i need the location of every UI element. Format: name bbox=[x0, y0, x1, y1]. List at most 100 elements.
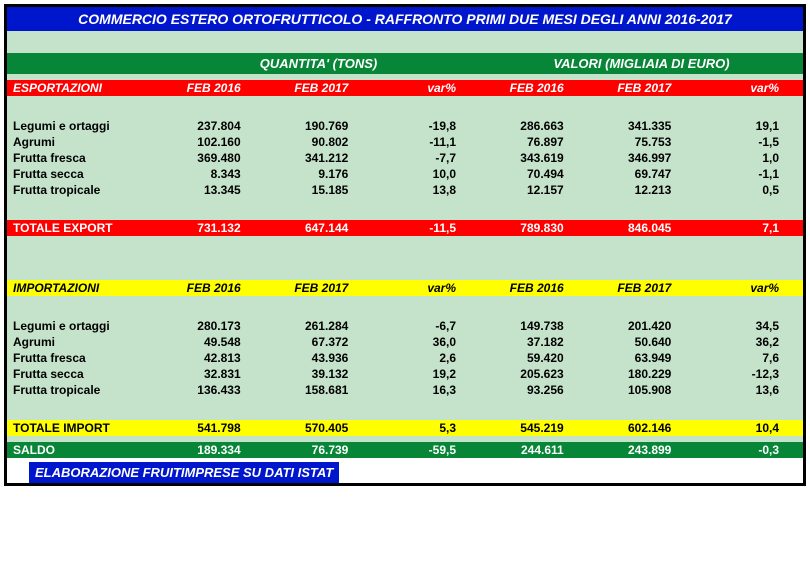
cell: 341.335 bbox=[588, 119, 696, 133]
footer-area: ELABORAZIONE FRUITIMPRESE SU DATI ISTAT bbox=[7, 458, 803, 483]
cell: 190.769 bbox=[265, 119, 373, 133]
export-header-row: ESPORTAZIONI FEB 2016 FEB 2017 var% FEB … bbox=[7, 80, 803, 96]
col-feb2017: FEB 2017 bbox=[588, 281, 696, 295]
cell: 16,3 bbox=[372, 383, 480, 397]
cell: 49.548 bbox=[157, 335, 265, 349]
cell: 346.997 bbox=[588, 151, 696, 165]
cell: 75.753 bbox=[588, 135, 696, 149]
row-label: Frutta tropicale bbox=[7, 183, 157, 197]
cell: 243.899 bbox=[588, 443, 696, 457]
cell: 570.405 bbox=[265, 421, 373, 435]
cell: 158.681 bbox=[265, 383, 373, 397]
export-total-label: TOTALE EXPORT bbox=[7, 221, 157, 235]
cell: -6,7 bbox=[372, 319, 480, 333]
cell: 343.619 bbox=[480, 151, 588, 165]
cell: 7,6 bbox=[695, 351, 803, 365]
col-feb2017: FEB 2017 bbox=[265, 281, 373, 295]
table-row: Agrumi102.16090.802-11,176.89775.753-1,5 bbox=[7, 134, 803, 150]
cell: 0,5 bbox=[695, 183, 803, 197]
cell: 69.747 bbox=[588, 167, 696, 181]
cell: -12,3 bbox=[695, 367, 803, 381]
cell: 34,5 bbox=[695, 319, 803, 333]
row-label: Agrumi bbox=[7, 135, 157, 149]
cell: -19,8 bbox=[372, 119, 480, 133]
cell: 42.813 bbox=[157, 351, 265, 365]
export-total-row: TOTALE EXPORT 731.132 647.144 -11,5 789.… bbox=[7, 220, 803, 236]
cell: 102.160 bbox=[157, 135, 265, 149]
col-var: var% bbox=[695, 81, 803, 95]
cell: 261.284 bbox=[265, 319, 373, 333]
export-body: Legumi e ortaggi237.804190.769-19,8286.6… bbox=[7, 118, 803, 198]
col-feb2017: FEB 2017 bbox=[265, 81, 373, 95]
table-row: Agrumi49.54867.37236,037.18250.64036,2 bbox=[7, 334, 803, 350]
group-header-qty: QUANTITA' (TONS) bbox=[157, 53, 480, 74]
cell: 19,1 bbox=[695, 119, 803, 133]
cell: 76.897 bbox=[480, 135, 588, 149]
spacer bbox=[7, 96, 803, 118]
import-total-label: TOTALE IMPORT bbox=[7, 421, 157, 435]
cell: 1,0 bbox=[695, 151, 803, 165]
cell: 647.144 bbox=[265, 221, 373, 235]
cell: 286.663 bbox=[480, 119, 588, 133]
report-title: COMMERCIO ESTERO ORTOFRUTTICOLO - RAFFRO… bbox=[7, 7, 803, 31]
col-var: var% bbox=[372, 281, 480, 295]
cell: 12.157 bbox=[480, 183, 588, 197]
col-feb2016: FEB 2016 bbox=[480, 81, 588, 95]
cell: 36,2 bbox=[695, 335, 803, 349]
cell: 36,0 bbox=[372, 335, 480, 349]
cell: 50.640 bbox=[588, 335, 696, 349]
cell: 43.936 bbox=[265, 351, 373, 365]
cell: 2,6 bbox=[372, 351, 480, 365]
table-row: Frutta fresca42.81343.9362,659.42063.949… bbox=[7, 350, 803, 366]
cell: 541.798 bbox=[157, 421, 265, 435]
table-row: Frutta tropicale13.34515.18513,812.15712… bbox=[7, 182, 803, 198]
cell: 731.132 bbox=[157, 221, 265, 235]
cell: 205.623 bbox=[480, 367, 588, 381]
cell: 13,6 bbox=[695, 383, 803, 397]
group-header-row: QUANTITA' (TONS) VALORI (MIGLIAIA DI EUR… bbox=[7, 53, 803, 74]
cell: 7,1 bbox=[695, 221, 803, 235]
cell: 93.256 bbox=[480, 383, 588, 397]
row-label: Legumi e ortaggi bbox=[7, 319, 157, 333]
cell: 37.182 bbox=[480, 335, 588, 349]
cell: 32.831 bbox=[157, 367, 265, 381]
row-label: Frutta secca bbox=[7, 167, 157, 181]
saldo-row: SALDO 189.334 76.739 -59,5 244.611 243.8… bbox=[7, 442, 803, 458]
row-label: Legumi e ortaggi bbox=[7, 119, 157, 133]
row-label: Frutta secca bbox=[7, 367, 157, 381]
col-feb2016: FEB 2016 bbox=[157, 81, 265, 95]
import-total-row: TOTALE IMPORT 541.798 570.405 5,3 545.21… bbox=[7, 420, 803, 436]
cell: -11,5 bbox=[372, 221, 480, 235]
cell: -59,5 bbox=[372, 443, 480, 457]
spacer bbox=[7, 258, 803, 280]
export-label: ESPORTAZIONI bbox=[7, 81, 157, 95]
cell: -11,1 bbox=[372, 135, 480, 149]
table-row: Frutta tropicale136.433158.68116,393.256… bbox=[7, 382, 803, 398]
cell: 149.738 bbox=[480, 319, 588, 333]
row-label: Frutta tropicale bbox=[7, 383, 157, 397]
table-row: Frutta secca32.83139.13219,2205.623180.2… bbox=[7, 366, 803, 382]
cell: 341.212 bbox=[265, 151, 373, 165]
spacer bbox=[7, 198, 803, 220]
cell: 67.372 bbox=[265, 335, 373, 349]
table-row: Frutta fresca369.480341.212-7,7343.61934… bbox=[7, 150, 803, 166]
cell: 15.185 bbox=[265, 183, 373, 197]
cell: 76.739 bbox=[265, 443, 373, 457]
col-feb2016: FEB 2016 bbox=[157, 281, 265, 295]
cell: 19,2 bbox=[372, 367, 480, 381]
cell: 59.420 bbox=[480, 351, 588, 365]
cell: 10,4 bbox=[695, 421, 803, 435]
cell: 5,3 bbox=[372, 421, 480, 435]
cell: -0,3 bbox=[695, 443, 803, 457]
cell: 201.420 bbox=[588, 319, 696, 333]
cell: 13,8 bbox=[372, 183, 480, 197]
cell: 545.219 bbox=[480, 421, 588, 435]
col-feb2017: FEB 2017 bbox=[588, 81, 696, 95]
cell: 602.146 bbox=[588, 421, 696, 435]
report-container: COMMERCIO ESTERO ORTOFRUTTICOLO - RAFFRO… bbox=[4, 4, 806, 486]
table-row: Frutta secca8.3439.17610,070.49469.747-1… bbox=[7, 166, 803, 182]
cell: 244.611 bbox=[480, 443, 588, 457]
spacer bbox=[7, 296, 803, 318]
table-row: Legumi e ortaggi237.804190.769-19,8286.6… bbox=[7, 118, 803, 134]
cell: 12.213 bbox=[588, 183, 696, 197]
